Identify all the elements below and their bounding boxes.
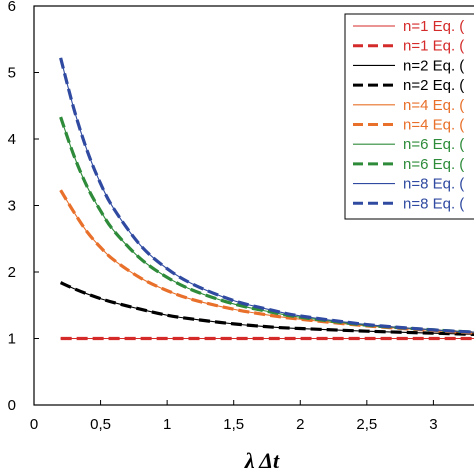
series-layer [59, 57, 474, 341]
legend-label: n=1 Eq. ( [403, 38, 464, 55]
y-tick-label: 6 [8, 0, 16, 15]
plot-frame [33, 5, 474, 406]
x-axis-label: λ Δt [244, 448, 280, 473]
legend-label: n=2 Eq. ( [403, 77, 464, 94]
ticks-layer: 0 0,5 1 1,5 2 2,5 3 0 1 2 3 4 5 6 [8, 0, 438, 433]
legend-label: n=6 Eq. ( [403, 136, 464, 153]
y-tick-label: 3 [8, 198, 16, 215]
legend-label: n=1 Eq. ( [403, 18, 464, 35]
y-tick-label: 0 [8, 397, 16, 414]
legend-label: n=6 Eq. ( [403, 156, 464, 173]
x-tick-label: 0 [30, 416, 38, 433]
legend: n=1 Eq. ( n=1 Eq. ( n=2 Eq. ( n=2 Eq. ( n=4 … [344, 13, 474, 220]
y-tick-label: 5 [8, 65, 16, 82]
x-tick-label: 1 [163, 416, 171, 433]
x-tick-label: 3 [429, 416, 437, 433]
x-tick-label: 0,5 [90, 416, 111, 433]
x-tick-label: 2 [296, 416, 304, 433]
legend-box [344, 13, 474, 220]
legend-label: n=4 Eq. ( [403, 97, 464, 114]
y-tick-label: 2 [8, 264, 16, 281]
legend-label: n=8 Eq. ( [403, 176, 464, 193]
series-line-4 [59, 281, 474, 336]
legend-label: n=8 Eq. ( [403, 195, 464, 212]
series-line-10 [59, 57, 474, 334]
x-tick-label: 1,5 [223, 416, 244, 433]
legend-label: n=2 Eq. ( [403, 57, 464, 74]
x-tick-label: 2,5 [356, 416, 377, 433]
y-tick-label: 1 [8, 331, 16, 348]
legend-label: n=4 Eq. ( [403, 117, 464, 134]
y-tick-label: 4 [8, 131, 16, 148]
